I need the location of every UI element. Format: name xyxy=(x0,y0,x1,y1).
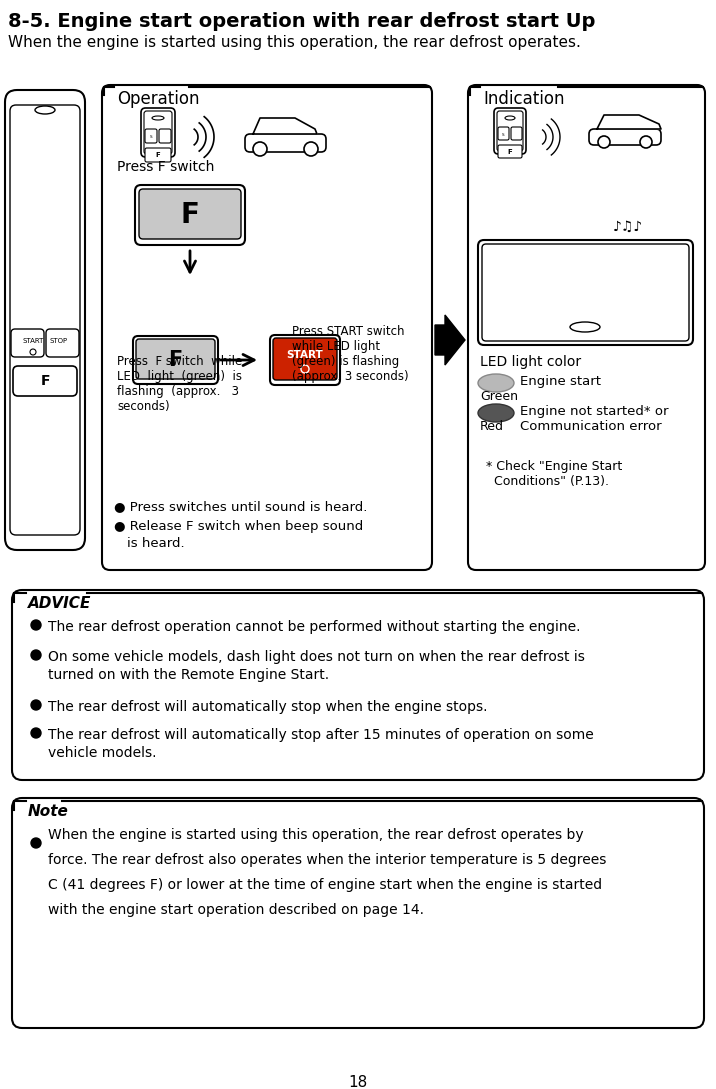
FancyBboxPatch shape xyxy=(133,337,218,384)
Text: turned on with the Remote Engine Start.: turned on with the Remote Engine Start. xyxy=(48,668,329,682)
Text: Engine start: Engine start xyxy=(520,375,601,388)
Text: force. The rear defrost also operates when the interior temperature is 5 degrees: force. The rear defrost also operates wh… xyxy=(48,853,606,867)
FancyBboxPatch shape xyxy=(13,366,77,396)
Text: F: F xyxy=(180,201,200,229)
Text: START: START xyxy=(286,350,324,360)
Text: Operation: Operation xyxy=(117,90,200,108)
Text: F: F xyxy=(155,152,160,158)
Text: 18: 18 xyxy=(349,1075,367,1089)
FancyBboxPatch shape xyxy=(11,329,44,357)
FancyBboxPatch shape xyxy=(136,339,215,379)
Polygon shape xyxy=(253,118,317,134)
Ellipse shape xyxy=(152,117,164,120)
Text: LED light color: LED light color xyxy=(480,355,581,369)
Text: with the engine start operation described on page 14.: with the engine start operation describe… xyxy=(48,903,424,917)
FancyBboxPatch shape xyxy=(498,145,522,158)
Circle shape xyxy=(31,650,41,660)
Text: is heard.: is heard. xyxy=(127,537,185,550)
FancyBboxPatch shape xyxy=(144,111,172,154)
Text: On some vehicle models, dash light does not turn on when the rear defrost is: On some vehicle models, dash light does … xyxy=(48,650,585,664)
Circle shape xyxy=(30,348,36,355)
FancyBboxPatch shape xyxy=(141,108,175,157)
Text: ● Press switches until sound is heard.: ● Press switches until sound is heard. xyxy=(114,500,367,513)
FancyBboxPatch shape xyxy=(511,127,522,140)
Text: Press START switch
while LED light
(green) is flashing
(approx. 3 seconds): Press START switch while LED light (gree… xyxy=(292,325,409,383)
Text: ● Release F switch when beep sound: ● Release F switch when beep sound xyxy=(114,521,363,533)
Circle shape xyxy=(253,142,267,156)
Text: The rear defrost operation cannot be performed without starting the engine.: The rear defrost operation cannot be per… xyxy=(48,620,581,634)
FancyBboxPatch shape xyxy=(159,129,171,143)
Circle shape xyxy=(304,142,318,156)
FancyBboxPatch shape xyxy=(494,108,526,154)
Text: The rear defrost will automatically stop after 15 minutes of operation on some: The rear defrost will automatically stop… xyxy=(48,729,594,742)
Text: C (41 degrees F) or lower at the time of engine start when the engine is started: C (41 degrees F) or lower at the time of… xyxy=(48,878,602,892)
FancyBboxPatch shape xyxy=(497,111,523,151)
Text: When the engine is started using this operation, the rear defrost operates by: When the engine is started using this op… xyxy=(48,828,584,842)
Text: START: START xyxy=(22,338,44,344)
Text: ♪♫♪: ♪♫♪ xyxy=(613,220,643,234)
Text: F: F xyxy=(40,374,49,388)
Text: Engine not started* or
Communication error: Engine not started* or Communication err… xyxy=(520,405,669,433)
FancyBboxPatch shape xyxy=(139,189,241,238)
FancyBboxPatch shape xyxy=(245,134,326,152)
Text: vehicle models.: vehicle models. xyxy=(48,746,157,760)
Text: When the engine is started using this operation, the rear defrost operates.: When the engine is started using this op… xyxy=(8,35,581,50)
FancyBboxPatch shape xyxy=(5,90,85,550)
Text: Press  F switch  while
LED  light  (green)  is
flashing  (approx.   3
seconds): Press F switch while LED light (green) i… xyxy=(117,355,242,413)
FancyBboxPatch shape xyxy=(589,129,661,145)
Ellipse shape xyxy=(35,106,55,114)
Circle shape xyxy=(640,136,652,148)
Circle shape xyxy=(31,700,41,710)
Text: S: S xyxy=(150,135,153,139)
Text: * Check "Engine Start
  Conditions" (P.13).: * Check "Engine Start Conditions" (P.13)… xyxy=(486,460,622,488)
Text: STOP: STOP xyxy=(50,338,68,344)
Ellipse shape xyxy=(505,117,515,120)
Ellipse shape xyxy=(478,404,514,423)
Circle shape xyxy=(31,839,41,848)
Circle shape xyxy=(31,729,41,738)
FancyBboxPatch shape xyxy=(270,335,340,386)
Text: Note: Note xyxy=(28,804,69,819)
Ellipse shape xyxy=(570,322,600,332)
Text: S: S xyxy=(502,133,504,137)
Text: Red: Red xyxy=(480,420,504,433)
Text: F: F xyxy=(168,350,182,370)
Text: Indication: Indication xyxy=(483,90,564,108)
FancyBboxPatch shape xyxy=(498,127,509,140)
Text: 8-5. Engine start operation with rear defrost start Up: 8-5. Engine start operation with rear de… xyxy=(8,12,596,30)
Text: Green: Green xyxy=(480,390,518,403)
Text: The rear defrost will automatically stop when the engine stops.: The rear defrost will automatically stop… xyxy=(48,700,488,714)
FancyBboxPatch shape xyxy=(10,105,80,535)
FancyBboxPatch shape xyxy=(145,148,171,162)
Text: Press F switch: Press F switch xyxy=(117,160,214,174)
FancyBboxPatch shape xyxy=(145,129,157,143)
Ellipse shape xyxy=(478,374,514,392)
Text: ADVICE: ADVICE xyxy=(28,596,92,611)
FancyBboxPatch shape xyxy=(135,185,245,245)
Circle shape xyxy=(598,136,610,148)
Circle shape xyxy=(31,620,41,631)
FancyBboxPatch shape xyxy=(273,338,337,380)
FancyBboxPatch shape xyxy=(46,329,79,357)
Polygon shape xyxy=(597,115,661,129)
Polygon shape xyxy=(435,315,465,365)
Text: F: F xyxy=(508,149,513,155)
